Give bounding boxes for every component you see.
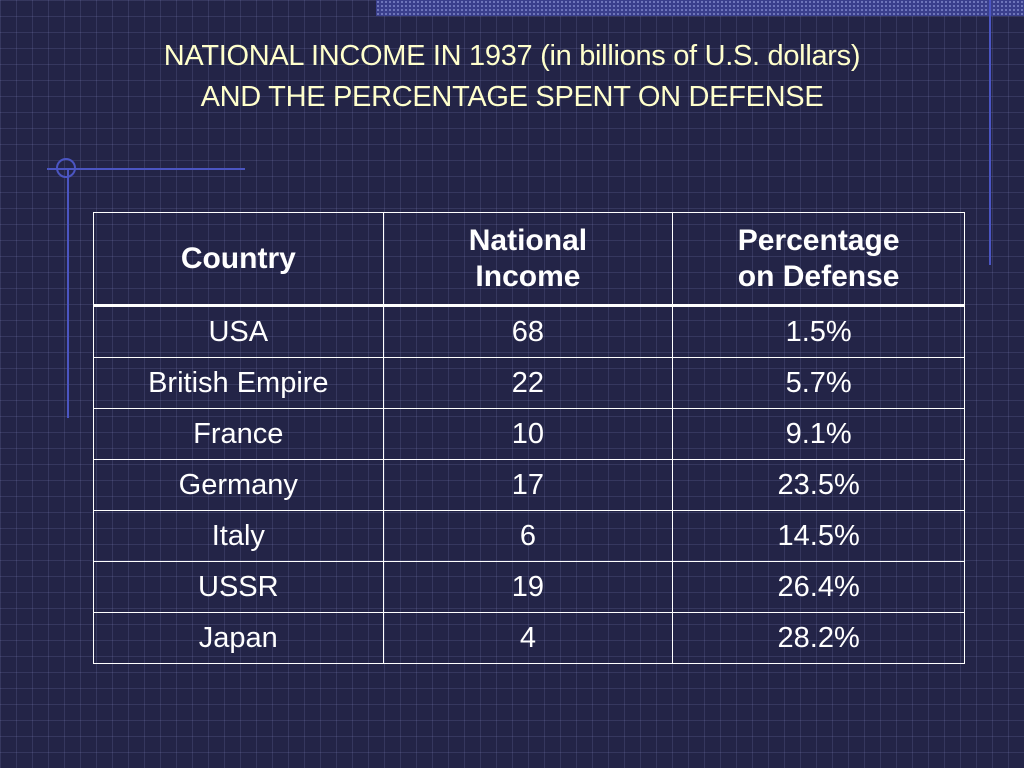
- country-cell: British Empire: [93, 357, 384, 409]
- table-row: British Empire 22 5.7%: [93, 357, 965, 409]
- income-cell: 19: [382, 561, 674, 613]
- defense-cell: 23.5%: [672, 459, 965, 511]
- income-cell: 6: [382, 510, 674, 562]
- income-defense-table: Country National Income Percentage on De…: [93, 212, 965, 664]
- header-country: Country: [93, 212, 384, 307]
- defense-cell: 26.4%: [672, 561, 965, 613]
- table-row: Italy 6 14.5%: [93, 510, 965, 562]
- income-cell: 4: [382, 612, 674, 664]
- table-row: USSR 19 26.4%: [93, 561, 965, 613]
- decorative-vertical-line: [989, 0, 991, 265]
- defense-cell: 9.1%: [672, 408, 965, 460]
- country-cell: France: [93, 408, 384, 460]
- income-cell: 68: [382, 305, 674, 358]
- income-cell: 22: [382, 357, 674, 409]
- country-cell: Japan: [93, 612, 384, 664]
- country-cell: USA: [93, 305, 384, 358]
- table-row: France 10 9.1%: [93, 408, 965, 460]
- table-row: Japan 4 28.2%: [93, 612, 965, 664]
- header-percentage-defense: Percentage on Defense: [672, 212, 965, 307]
- country-cell: USSR: [93, 561, 384, 613]
- crosshair-circle-decoration: [56, 158, 76, 178]
- decorative-vertical-line: [67, 168, 69, 418]
- title-line-1: NATIONAL INCOME IN 1937 (in billions of …: [163, 40, 861, 72]
- decorative-horizontal-line: [47, 168, 245, 170]
- defense-cell: 14.5%: [672, 510, 965, 562]
- corner-decoration-band: [376, 0, 1024, 16]
- header-national-income: National Income: [382, 212, 674, 307]
- income-cell: 17: [382, 459, 674, 511]
- defense-cell: 5.7%: [672, 357, 965, 409]
- table-header-row: Country National Income Percentage on De…: [93, 212, 965, 307]
- income-cell: 10: [382, 408, 674, 460]
- country-cell: Italy: [93, 510, 384, 562]
- defense-cell: 28.2%: [672, 612, 965, 664]
- slide-title: NATIONAL INCOME IN 1937 (in billions of …: [0, 36, 1024, 118]
- country-cell: Germany: [93, 459, 384, 511]
- defense-cell: 1.5%: [672, 305, 965, 358]
- title-line-2: AND THE PERCENTAGE SPENT ON DEFENSE: [200, 81, 824, 113]
- table-row: USA 68 1.5%: [93, 305, 965, 358]
- table-row: Germany 17 23.5%: [93, 459, 965, 511]
